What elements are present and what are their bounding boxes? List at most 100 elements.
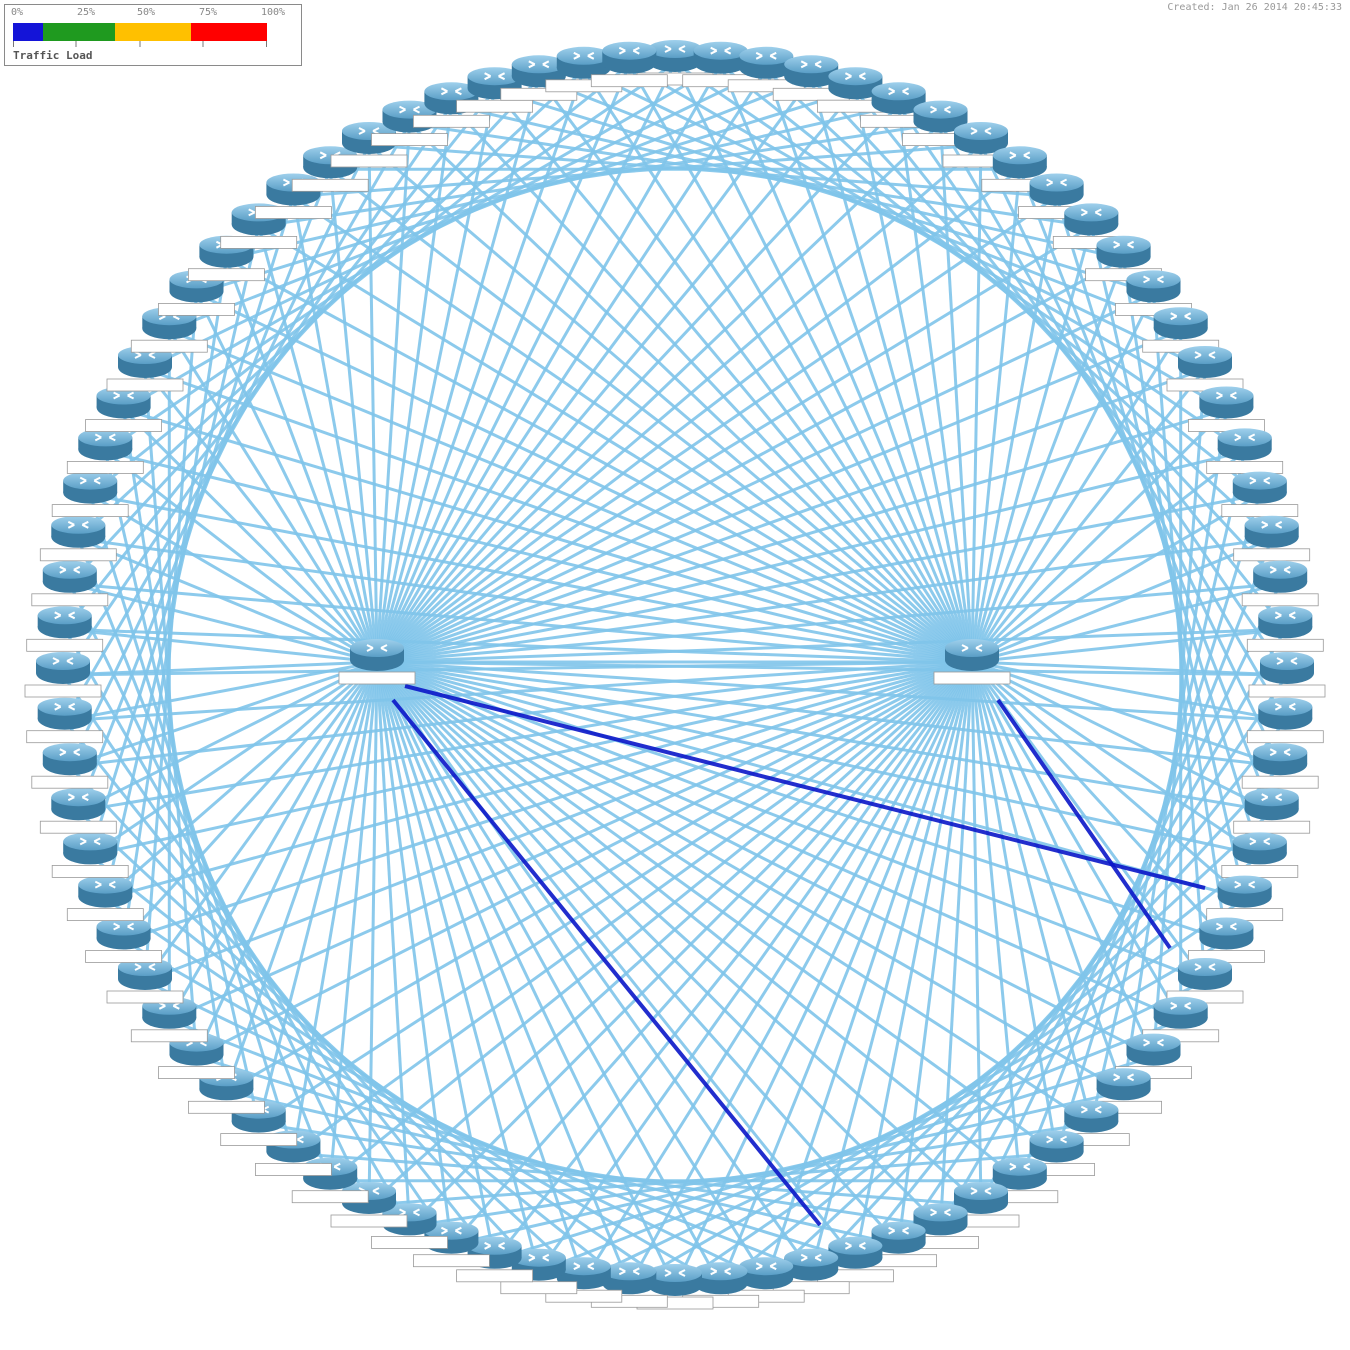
link: [971, 660, 1288, 677]
router-node[interactable]: [456, 66, 534, 113]
router-node[interactable]: [31, 742, 109, 789]
router-icon: [41, 742, 98, 777]
router-node[interactable]: [106, 345, 184, 392]
link: [375, 89, 497, 663]
router-node[interactable]: [590, 40, 668, 88]
router-node[interactable]: [66, 874, 144, 921]
link: [78, 660, 973, 813]
router-label-box: [85, 419, 162, 432]
link: [195, 292, 379, 663]
legend-tick-75: 75%: [199, 7, 218, 18]
router-node[interactable]: [500, 1247, 578, 1295]
link: [971, 660, 1261, 857]
router-label-box: [51, 865, 129, 878]
router-node[interactable]: [291, 1156, 369, 1204]
router-node[interactable]: [187, 1067, 265, 1114]
router-node[interactable]: [1233, 514, 1311, 562]
router-label-box: [1248, 684, 1326, 698]
link: [376, 660, 1281, 768]
link: [376, 168, 1021, 664]
router-node[interactable]: [26, 696, 104, 744]
link: [627, 63, 974, 663]
link: [123, 660, 973, 942]
router-label-box: [66, 908, 144, 921]
router-node[interactable]: [24, 651, 102, 698]
router-icon: [41, 559, 98, 594]
router-icon: [62, 470, 119, 505]
router-node[interactable]: [187, 234, 265, 282]
router-label-box: [1241, 593, 1319, 607]
link: [376, 408, 1227, 664]
router-node[interactable]: [85, 385, 162, 432]
router-node[interactable]: [371, 99, 448, 147]
router-node[interactable]: [85, 916, 162, 963]
link: [257, 225, 973, 664]
router-node[interactable]: [31, 559, 109, 607]
router-node[interactable]: [158, 1032, 235, 1079]
router-label-box: [187, 268, 265, 282]
router-icon: [1095, 1067, 1152, 1102]
link: [376, 257, 1125, 664]
router-node[interactable]: [220, 1099, 298, 1146]
router-node[interactable]: [1241, 559, 1319, 607]
router-node[interactable]: [412, 1220, 490, 1268]
link: [375, 63, 723, 663]
router-node[interactable]: [330, 1181, 408, 1228]
router-node[interactable]: [39, 514, 117, 562]
router-node[interactable]: [66, 427, 144, 474]
router-node[interactable]: [412, 81, 490, 128]
router-node[interactable]: [1246, 696, 1324, 744]
router-node[interactable]: [1206, 427, 1284, 474]
router-node[interactable]: [1248, 651, 1326, 698]
router-node[interactable]: [371, 1202, 448, 1249]
router-node[interactable]: [51, 470, 129, 518]
router-icon: [944, 638, 1000, 672]
router-node[interactable]: [291, 145, 369, 192]
router-node[interactable]: [220, 202, 298, 249]
router-label-box: [1233, 820, 1311, 834]
link: [69, 582, 378, 664]
router-icon: [1231, 470, 1288, 505]
router-node[interactable]: [39, 787, 117, 834]
hub-left[interactable]: [338, 638, 416, 685]
hub-right[interactable]: [933, 638, 1011, 685]
router-node[interactable]: [456, 1235, 534, 1283]
link: [970, 258, 1126, 663]
router-node[interactable]: [1166, 345, 1244, 392]
router-icon: [36, 605, 93, 640]
link: [329, 168, 973, 664]
router-node[interactable]: [1246, 605, 1324, 652]
router-node[interactable]: [51, 831, 129, 878]
router-node[interactable]: [1221, 470, 1299, 518]
link: [627, 661, 974, 1287]
link: [493, 661, 974, 1261]
router-icon: [1257, 696, 1314, 731]
router-icon: [1216, 874, 1273, 909]
router-node[interactable]: [158, 269, 235, 316]
link: [375, 64, 631, 663]
link: [104, 450, 378, 664]
traffic-load-legend: 0% 25% 50% 75% 100% Traffic Load: [4, 4, 302, 66]
link: [537, 77, 974, 663]
router-node[interactable]: [106, 957, 184, 1004]
link: [375, 62, 677, 663]
router-node[interactable]: [130, 306, 208, 353]
router-node[interactable]: [1233, 787, 1311, 834]
router-node[interactable]: [130, 995, 208, 1043]
router-node[interactable]: [1241, 742, 1319, 789]
link: [375, 661, 411, 1227]
router-icon: [349, 638, 405, 672]
router-icon: [1177, 345, 1233, 379]
router-label-box: [590, 74, 668, 88]
router-node[interactable]: [254, 172, 332, 219]
router-node[interactable]: [26, 605, 104, 652]
link: [939, 661, 974, 1227]
router-icon: [77, 874, 134, 909]
link-active: [391, 698, 822, 1227]
link: [89, 660, 973, 857]
link: [64, 627, 973, 664]
router-node[interactable]: [254, 1129, 332, 1176]
router-label-box: [1206, 460, 1284, 474]
router-node[interactable]: [330, 121, 408, 168]
router-node[interactable]: [1166, 957, 1244, 1004]
